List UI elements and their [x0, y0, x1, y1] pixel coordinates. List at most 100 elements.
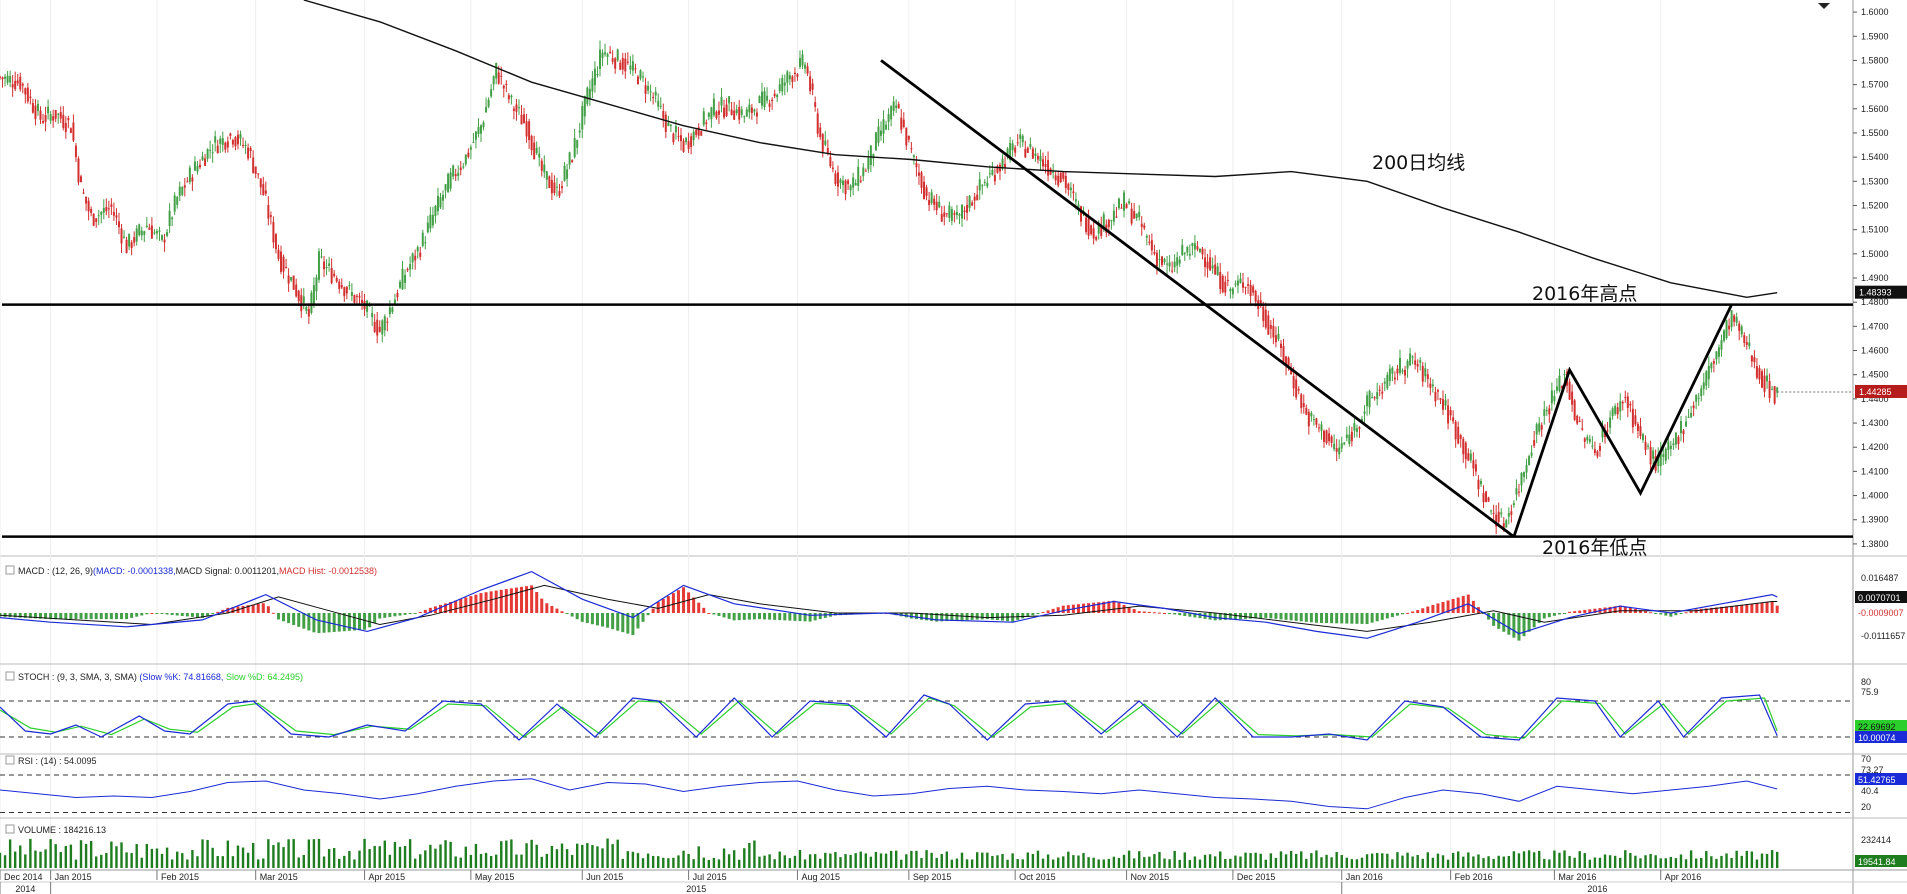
price-candle — [1436, 390, 1439, 392]
price-candle — [1315, 418, 1318, 425]
trendline-0 — [880, 59, 1515, 538]
price-candle — [816, 113, 819, 134]
price-candle — [555, 186, 558, 188]
price-tick-label: 1.4600 — [1861, 346, 1889, 356]
price-candle — [1259, 300, 1262, 306]
volume-bar — [353, 859, 356, 868]
price-candle — [1348, 434, 1351, 444]
macd-histogram-bar — [1076, 604, 1080, 613]
price-candle — [439, 197, 442, 208]
volume-bar — [479, 853, 483, 868]
macd-hist-label-box — [1855, 606, 1907, 618]
macd-histogram-bar — [190, 613, 194, 617]
macd-histogram-bar — [697, 602, 701, 613]
price-candle — [1492, 512, 1495, 514]
price-candle — [885, 124, 888, 130]
volume-bar — [682, 850, 685, 868]
price-candle — [897, 104, 900, 109]
price-candle — [1052, 171, 1055, 173]
volume-bar — [965, 859, 969, 868]
price-candle — [1629, 403, 1632, 406]
price-candle — [168, 210, 171, 227]
macd-histogram-bar — [155, 613, 159, 614]
price-candle — [1467, 453, 1470, 461]
price-candle — [1677, 436, 1680, 445]
volume-bar — [854, 853, 857, 868]
price-candle — [1538, 423, 1541, 432]
volume-bar — [768, 854, 771, 868]
price-candle — [796, 74, 799, 77]
price-candle — [1771, 388, 1774, 390]
price-candle — [1102, 214, 1105, 228]
price-candle — [915, 163, 918, 168]
volume-bar — [429, 844, 432, 868]
price-candle — [700, 131, 703, 136]
price-candle — [712, 98, 715, 116]
macd-histogram-bar — [1568, 611, 1572, 613]
macd-histogram-bar — [175, 613, 179, 616]
price-candle — [558, 191, 561, 196]
volume-bar — [170, 859, 174, 868]
price-candle — [690, 136, 693, 147]
price-candle — [229, 133, 232, 136]
volume-bar — [1649, 853, 1652, 868]
macd-header: MACD : (12, 26, 9)(MACD: -0.0001338,MACD… — [18, 566, 377, 576]
price-candle — [834, 173, 837, 184]
price-candle — [11, 84, 14, 88]
month-label: Jan 2016 — [1346, 872, 1383, 882]
price-candle — [1728, 325, 1731, 330]
price-candle — [707, 112, 710, 117]
chevron-down-icon[interactable] — [1818, 3, 1830, 9]
macd-histogram-bar — [1497, 613, 1501, 629]
price-candle — [47, 106, 50, 114]
price-candle — [1031, 148, 1034, 159]
price-candle — [1758, 368, 1761, 380]
volume-bar — [712, 857, 716, 868]
price-candle — [128, 233, 131, 247]
volume-bar — [100, 854, 103, 868]
price-candle — [0, 76, 1, 78]
macd-histogram-bar — [1066, 605, 1070, 613]
macd-histogram-bar — [1502, 613, 1506, 632]
price-candle — [902, 119, 905, 127]
volume-bar — [1122, 854, 1126, 868]
price-candle — [1345, 434, 1348, 439]
volume-bar — [1689, 850, 1693, 868]
price-candle — [1702, 382, 1705, 389]
macd-histogram-bar — [1380, 613, 1384, 620]
volume-bar — [34, 850, 37, 868]
volume-bar — [1294, 853, 1298, 868]
macd-histogram-bar — [702, 607, 706, 613]
volume-bar — [424, 850, 427, 868]
volume-bar — [1148, 856, 1151, 868]
price-candle — [257, 173, 260, 175]
price-candle — [500, 75, 503, 77]
price-candle — [34, 105, 37, 120]
volume-bar — [89, 840, 93, 868]
macd-histogram-bar — [8, 613, 12, 618]
macd-histogram-bar — [216, 611, 220, 613]
macd-histogram-bar — [114, 613, 118, 620]
price-candle — [776, 94, 779, 98]
price-candle — [705, 122, 708, 124]
price-candle — [761, 91, 764, 106]
price-candle — [1477, 479, 1480, 490]
macd-histogram-bar — [479, 593, 483, 613]
volume-bar — [1684, 859, 1688, 868]
macd-histogram-bar — [357, 613, 361, 631]
macd-histogram-bar — [1325, 613, 1329, 624]
price-candle — [1738, 323, 1741, 331]
volume-bar — [1107, 858, 1111, 868]
price-candle — [1687, 416, 1690, 418]
macd-histogram-bar — [1340, 613, 1344, 624]
indicator-tick-label: 73.27 — [1861, 765, 1884, 775]
macd-histogram-bar — [1132, 609, 1136, 613]
macd-histogram-bar — [39, 613, 43, 619]
price-candle — [758, 96, 761, 103]
volume-bar — [1381, 853, 1384, 868]
month-label: Dec 2015 — [1237, 872, 1276, 882]
indicator-tick-label: 80 — [1861, 677, 1871, 687]
price-candle — [550, 179, 553, 194]
price-candle — [287, 275, 290, 284]
price-candle — [735, 109, 738, 113]
